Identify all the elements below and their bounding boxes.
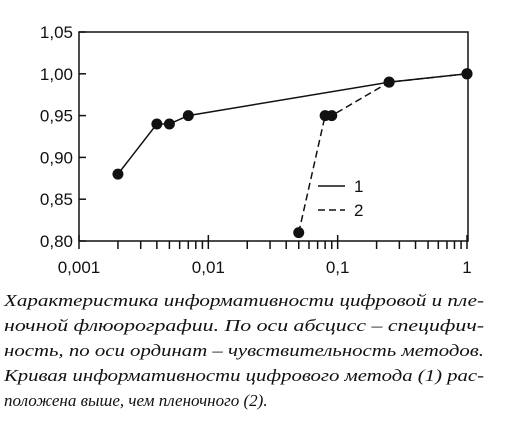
caption-line: положена выше, чем пленочного (2). bbox=[4, 391, 268, 410]
data-point bbox=[163, 118, 175, 130]
x-tick-label: 0,1 bbox=[326, 258, 350, 277]
y-tick-label: 1,00 bbox=[40, 65, 73, 84]
legend-label: 1 bbox=[354, 177, 363, 196]
data-point bbox=[383, 76, 395, 88]
data-point bbox=[151, 118, 163, 130]
y-tick-label: 0,80 bbox=[40, 232, 73, 251]
data-point bbox=[461, 68, 473, 80]
y-tick-label: 0,85 bbox=[40, 190, 73, 209]
series-line bbox=[298, 73, 468, 233]
caption-line: ность, по оси ординат – чувствительность… bbox=[4, 341, 484, 360]
data-point bbox=[182, 110, 194, 122]
caption-line: Кривая информативности цифрового метода … bbox=[3, 366, 485, 385]
legend-label: 2 bbox=[354, 201, 363, 220]
series-line bbox=[117, 73, 468, 175]
data-point bbox=[293, 227, 305, 239]
y-tick-label: 0,90 bbox=[40, 148, 73, 167]
data-point bbox=[112, 168, 124, 180]
x-tick-label: 0,01 bbox=[192, 258, 225, 277]
caption-line: ночной флюорографии. По оси абсцисс – сп… bbox=[4, 316, 484, 335]
plot-frame bbox=[78, 31, 469, 242]
caption-line: Характеристика информативности цифровой … bbox=[3, 291, 485, 310]
data-point bbox=[326, 110, 338, 122]
y-tick-label: 1,05 bbox=[40, 23, 73, 42]
x-tick-label: 1 bbox=[462, 258, 471, 277]
y-tick-label: 0,95 bbox=[40, 107, 73, 126]
x-tick-label: 0,001 bbox=[58, 258, 101, 277]
